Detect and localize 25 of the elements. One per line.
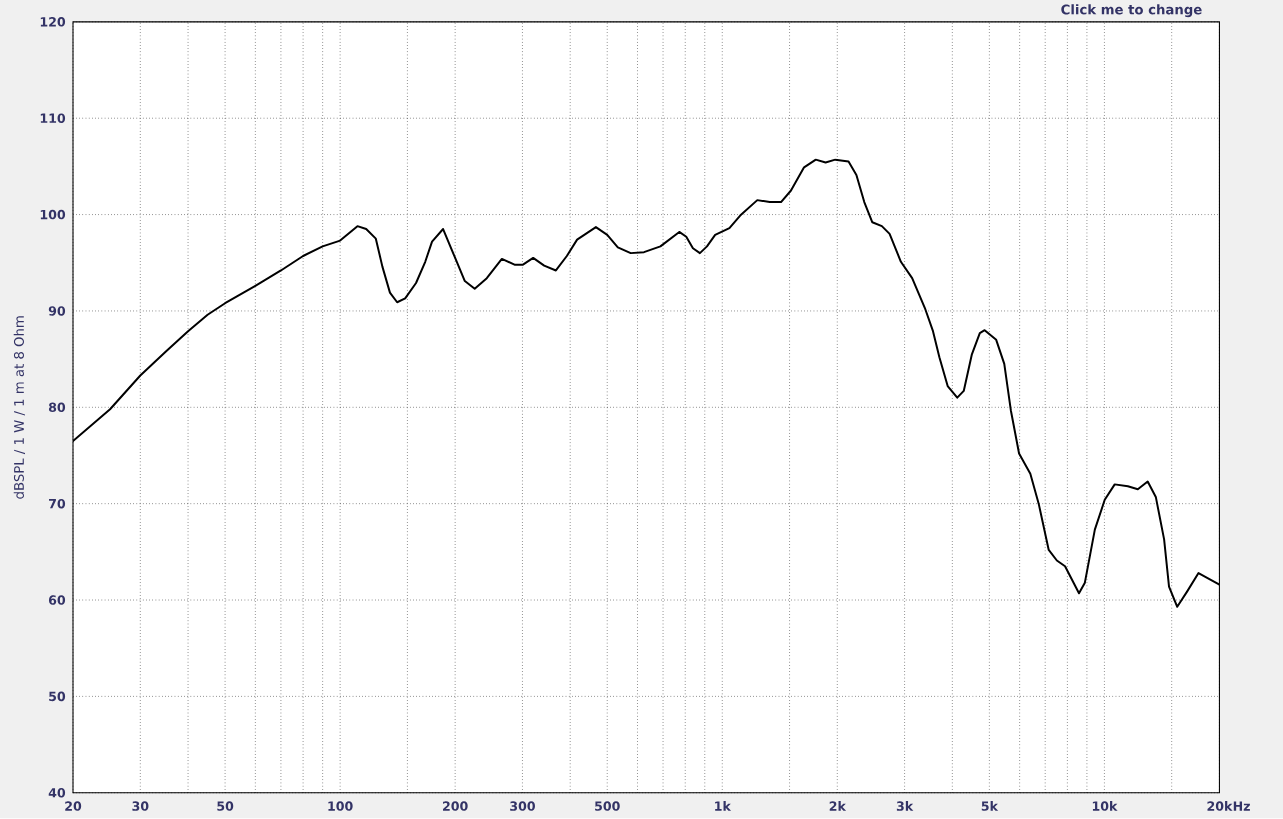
x-tick-label: 50 xyxy=(217,801,234,812)
x-tick-label: 10k xyxy=(1092,801,1118,812)
y-tick-label: 120 xyxy=(40,17,66,27)
y-tick-label: 70 xyxy=(49,499,66,509)
x-tick-label: 300 xyxy=(510,801,535,812)
y-tick-label: 50 xyxy=(49,691,66,702)
y-axis-title: dBSPL / 1 W / 1 m at 8 Ohm xyxy=(13,316,26,499)
x-tick-label: 20 xyxy=(65,801,82,812)
y-tick-label: 40 xyxy=(48,788,66,798)
y-tick-label: 80 xyxy=(48,402,66,413)
x-tick-label: 1k xyxy=(715,801,732,811)
y-tick-label: 110 xyxy=(40,113,66,124)
text: Click me to change xyxy=(1061,4,1202,18)
x-tick-label: 30 xyxy=(132,801,149,812)
x-tick-label: 5k xyxy=(981,801,999,812)
x-tick-label: 20k xyxy=(1207,801,1233,812)
y-tick-label: 100 xyxy=(40,210,66,220)
x-axis-title: Hz xyxy=(1233,801,1250,811)
x-tick-label: 3k xyxy=(896,801,914,812)
x-tick-label: 100 xyxy=(328,801,353,812)
x-tick-label: 2k xyxy=(829,801,847,811)
x-tick-label: 500 xyxy=(595,801,620,812)
y-tick-label: 90 xyxy=(48,306,66,316)
x-tick-label: 200 xyxy=(443,801,468,812)
y-tick-label: 60 xyxy=(48,595,66,605)
